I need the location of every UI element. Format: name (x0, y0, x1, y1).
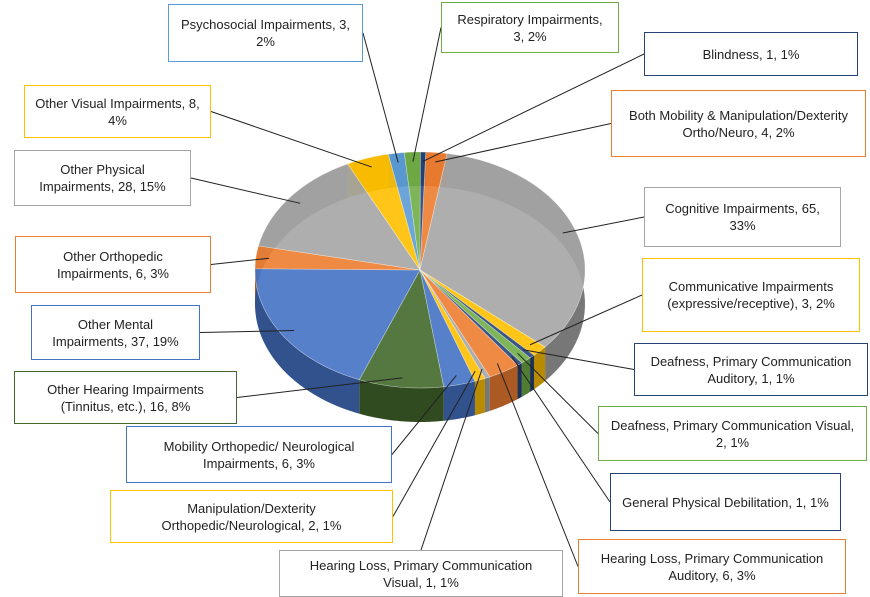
data-label: Deafness, Primary Communication Visual, … (598, 406, 867, 461)
slice-side (489, 365, 518, 411)
data-label: Hearing Loss, Primary Communication Visu… (279, 550, 563, 597)
leader-line (511, 356, 611, 503)
slice-side (517, 362, 522, 400)
data-label: Deafness, Primary Communication Auditory… (634, 343, 868, 396)
leader-line (562, 216, 645, 234)
leader-line (391, 375, 457, 455)
leader-line (522, 349, 635, 370)
slice (419, 151, 427, 271)
leader-line (517, 352, 599, 434)
leader-line (420, 368, 483, 551)
leader-line (199, 330, 295, 333)
slice (419, 153, 586, 348)
data-label: Other Physical Impairments, 28, 15% (14, 150, 191, 206)
data-label: Other Hearing Impairments (Tinnitus, etc… (14, 371, 237, 424)
data-label: Communicative Impairments (expressive/re… (642, 258, 860, 332)
slice-side (443, 381, 475, 421)
data-label: Blindness, 1, 1% (644, 32, 858, 76)
leader-line (496, 363, 579, 567)
leader-line (210, 111, 372, 168)
data-label: Psychosocial Impairments, 3, 2% (168, 4, 363, 62)
data-label: Other Orthopedic Impairments, 6, 3% (15, 236, 211, 293)
slice (254, 268, 421, 381)
leader-line (529, 294, 643, 346)
slice-side (474, 378, 485, 416)
data-label: Respiratory Impairments, 3, 2% (441, 2, 619, 53)
leader-line (210, 257, 270, 265)
data-label: Hearing Loss, Primary Communication Audi… (578, 539, 846, 594)
data-label: Cognitive Impairments, 65, 33% (644, 187, 841, 247)
leader-line (392, 370, 476, 517)
data-label: Other Mental Impairments, 37, 19% (31, 305, 200, 360)
slice-side (255, 268, 360, 414)
leader-line (362, 32, 399, 163)
data-label: General Physical Debilitation, 1, 1% (610, 473, 841, 531)
leader-line (435, 123, 612, 163)
data-label: Manipulation/Dexterity Orthopedic/Neurol… (110, 490, 393, 543)
slice-side (533, 346, 546, 390)
slice-side (359, 379, 444, 422)
leader-line (236, 377, 403, 398)
slice (358, 269, 445, 389)
slice-side (530, 355, 534, 392)
leader-line (422, 53, 645, 162)
data-label: Other Visual Impairments, 8, 4% (24, 85, 211, 138)
leader-line (190, 177, 301, 204)
slice (258, 163, 421, 271)
data-label: Mobility Orthopedic/ Neurological Impair… (126, 426, 392, 483)
slice-side (484, 376, 490, 413)
data-label: Both Mobility & Manipulation/Dexterity O… (611, 90, 866, 157)
leader-line (412, 27, 442, 162)
